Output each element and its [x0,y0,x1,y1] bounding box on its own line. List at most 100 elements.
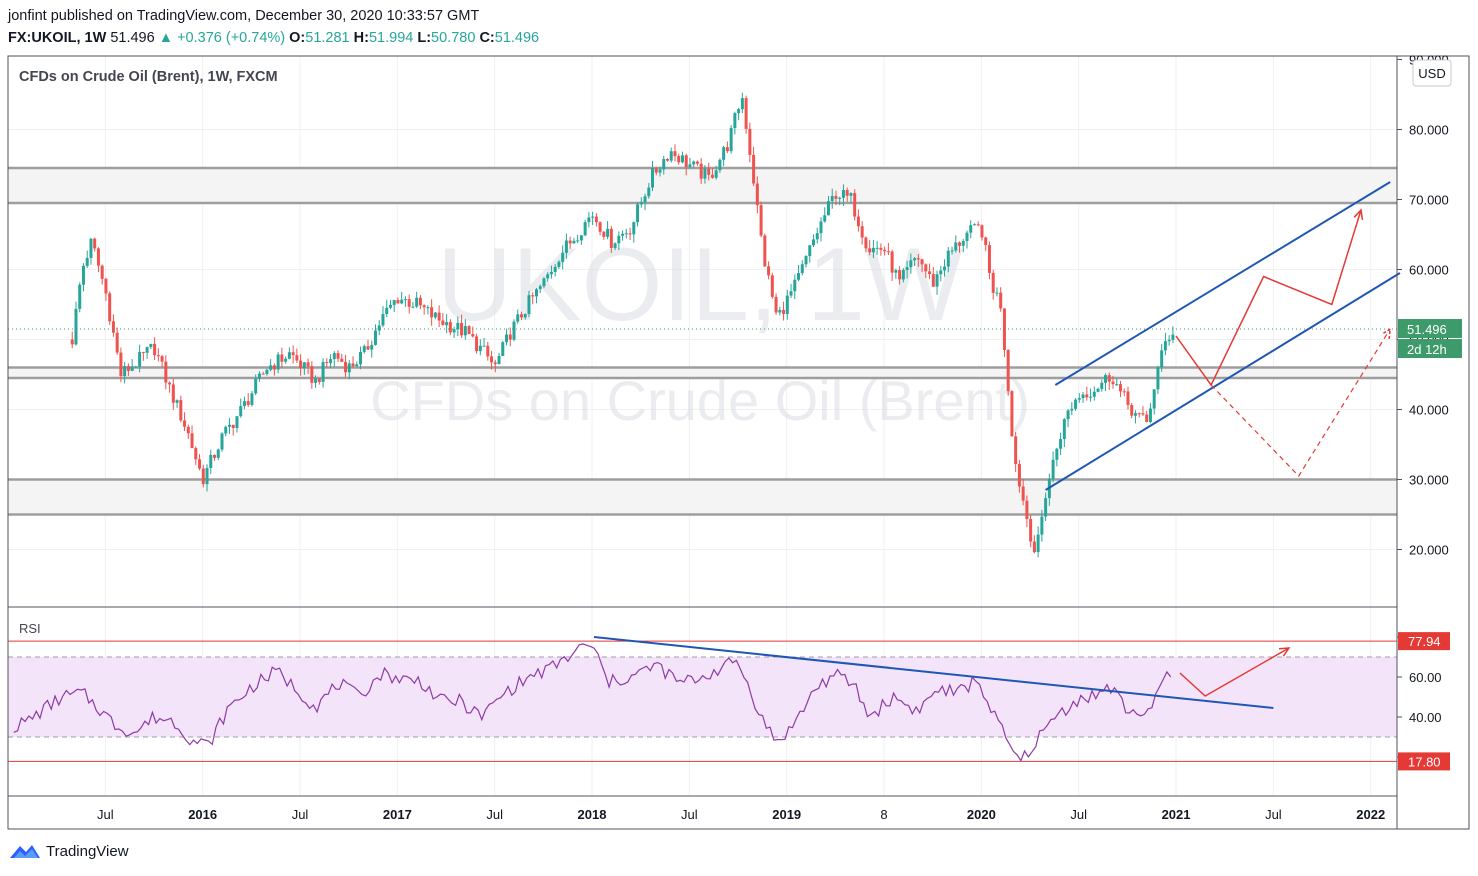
candle-body [890,251,894,273]
rsi-tick-label: 40.00 [1409,710,1442,725]
candle-body [149,343,153,348]
candle-body [950,250,954,252]
rsi-lower-label: 17.80 [1408,754,1441,769]
candle-body [1066,410,1070,420]
currency-badge[interactable] [1412,59,1452,87]
projection-primary [1175,209,1362,387]
rsi-pane[interactable]: RSI [8,607,1397,796]
symbol-label[interactable]: FX:UKOIL, 1W [8,30,107,46]
candle-body [576,240,580,242]
candle-body [1032,541,1036,553]
candle-body [186,426,190,434]
tradingview-logo[interactable]: TradingView [8,842,129,860]
candle-body [1145,414,1149,422]
y-tick-label: 80.000 [1409,123,1449,138]
candle-body [845,189,849,196]
candle-body [658,169,662,173]
y-tick-label: 20.000 [1409,543,1449,558]
candle-body [471,334,475,337]
candle-body [93,238,97,249]
candle-body [134,366,138,368]
candle-body [407,299,411,307]
candle-body [931,274,935,287]
candle-body [737,109,741,114]
candle-body [1081,394,1085,399]
candle-body [351,363,355,367]
candle-body [508,334,512,340]
candle-body [853,193,857,217]
candle-body [478,345,482,352]
candle-body [190,433,194,449]
high-value: 51.994 [368,30,414,46]
candle-body [916,258,920,260]
candle-body [78,284,82,309]
close-label: C: [479,30,495,46]
candle-body [445,322,449,326]
candle-body [242,401,246,407]
candle-body [707,168,711,175]
candle-body [800,264,804,274]
candle-body [1100,382,1104,389]
candle-body [467,326,471,335]
candle-body [654,168,658,173]
candle-body [1111,381,1115,385]
candle-body [1163,341,1167,351]
candle-body [209,454,213,468]
watermark-symbol: UKOIL, 1W [437,227,963,343]
candle-body [752,154,756,184]
candle-body [849,193,853,196]
candle-body [797,273,801,280]
candle-body [377,325,381,331]
candle-body [591,216,595,218]
x-tick-label: Jul [1070,807,1087,822]
candle-body [265,369,269,374]
channel-lower-line [1045,272,1401,491]
candle-body [1107,375,1111,382]
x-tick-label: 2021 [1162,807,1191,822]
candle-body [336,353,340,359]
candle-body [437,312,441,321]
candle-body [501,342,505,356]
candle-body [370,344,374,350]
price-zone [8,479,1397,515]
candle-body [1156,367,1160,390]
main-chart-title: CFDs on Crude Oil (Brent), 1W, FXCM [19,69,278,85]
candle-body [748,128,752,155]
candle-body [643,196,647,203]
x-tick-label: 2016 [188,807,217,822]
candle-body [1059,439,1063,449]
candle-body [1006,349,1010,392]
candle-body [392,299,396,305]
candle-body [546,274,550,279]
candle-body [239,406,243,417]
candle-body [778,309,782,313]
candle-body [680,155,684,163]
candle-body [815,233,819,240]
candle-body [1044,498,1048,517]
chart-axes: Jul 2016 Jul 2017 Jul 2018 Jul 2019 8 2020 Jul 2021… [7,53,1470,830]
candle-body [542,278,546,287]
candle-body [359,351,363,365]
candle-body [347,363,351,373]
candle-body [523,313,527,318]
x-tick-label: 2022 [1356,807,1385,822]
candle-body [980,225,984,238]
candle-body [1104,375,1108,383]
low-value: 50.780 [431,30,476,46]
candle-body [767,266,771,276]
candle-body [617,235,621,244]
candle-body [785,295,789,314]
candle-body [871,247,875,253]
candle-body [1085,394,1089,398]
candle-body [703,168,707,179]
candle-body [486,345,490,357]
candle-body [430,307,434,318]
price-pane[interactable]: UKOIL, 1W CFDs on Crude Oil (Brent) CFDs o… [8,56,1401,607]
candle-body [317,378,321,382]
candle-body [886,251,890,253]
last-price-axis-label: 51.496 [1407,322,1447,337]
ohlc-legend: FX:UKOIL, 1W 51.496 ▲ +0.376 (+0.74%) O:… [8,30,539,46]
candle-body [677,156,681,163]
candle-body [883,249,887,252]
